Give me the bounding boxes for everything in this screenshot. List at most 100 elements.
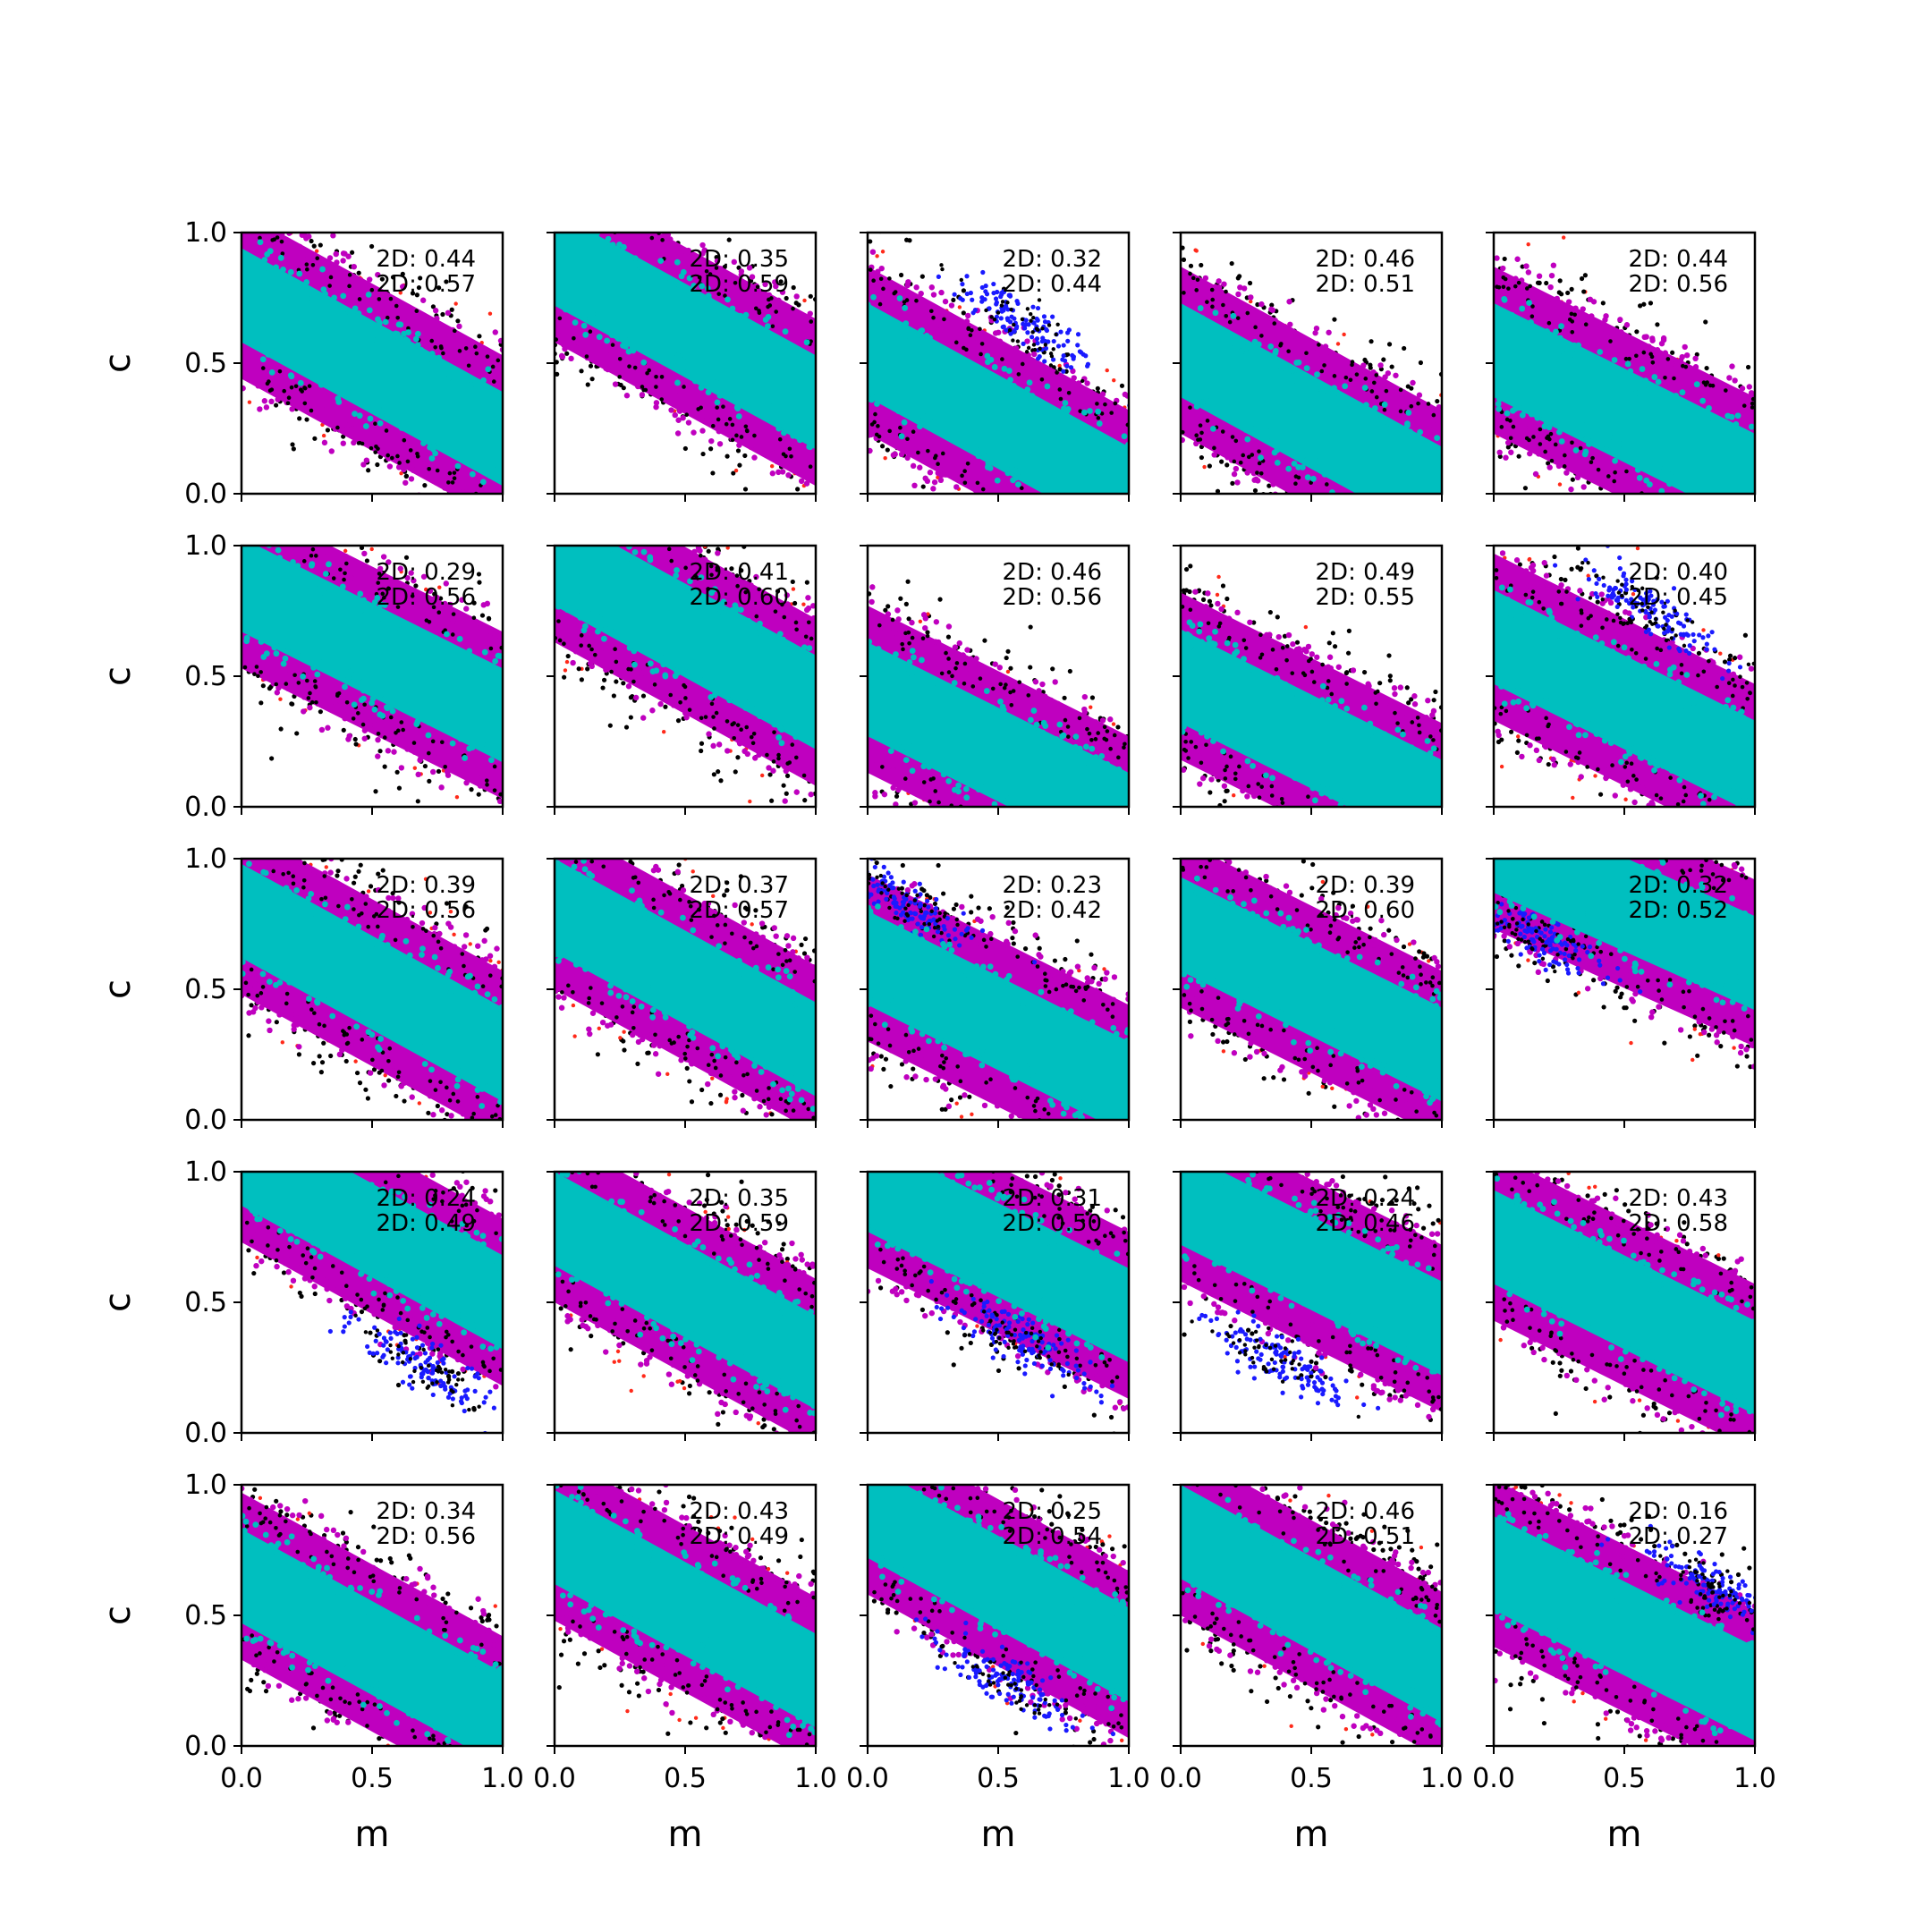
point-black <box>1294 474 1299 479</box>
point-black <box>1750 560 1754 564</box>
point-magenta <box>1649 338 1655 343</box>
point-cyan <box>360 679 367 685</box>
point-magenta <box>264 404 269 410</box>
point-black <box>1627 357 1631 361</box>
point-magenta <box>475 507 480 513</box>
point-cyan <box>429 455 436 462</box>
point-magenta <box>1235 292 1241 297</box>
point-cyan <box>716 303 722 309</box>
point-black <box>1245 311 1250 316</box>
point-black <box>472 615 477 620</box>
point-black <box>1375 843 1379 848</box>
point-black <box>794 756 799 760</box>
point-magenta <box>1436 575 1441 580</box>
point-black <box>914 299 919 303</box>
point-black <box>311 547 316 552</box>
point-magenta <box>639 671 644 676</box>
point-cyan <box>769 418 775 424</box>
point-cyan <box>1632 390 1639 396</box>
point-black <box>419 504 423 508</box>
point-magenta <box>917 465 922 470</box>
point-black <box>319 537 324 541</box>
point-black <box>1414 850 1419 854</box>
point-black <box>1399 388 1403 393</box>
point-black <box>297 416 301 420</box>
point-magenta <box>1333 535 1338 540</box>
point-cyan <box>564 211 571 217</box>
point-black <box>1199 263 1203 267</box>
point-magenta <box>319 551 325 556</box>
point-magenta <box>1433 579 1438 584</box>
point-magenta <box>743 732 749 737</box>
point-cyan <box>1585 437 1591 444</box>
point-magenta <box>741 749 747 754</box>
point-black <box>898 597 902 601</box>
point-cyan <box>663 275 669 282</box>
y-tick-label: 0.5 <box>184 661 227 692</box>
point-magenta <box>775 298 781 303</box>
point-black <box>1647 532 1651 537</box>
point-black <box>282 389 286 394</box>
point-cyan <box>298 380 304 386</box>
point-cyan <box>581 627 588 633</box>
point-cyan <box>1083 744 1089 750</box>
point-cyan <box>342 684 348 691</box>
point-black <box>904 602 909 606</box>
point-black <box>1253 488 1258 493</box>
point-cyan <box>1106 770 1113 776</box>
point-magenta <box>478 783 483 788</box>
point-magenta <box>334 259 339 265</box>
point-black <box>261 366 266 370</box>
point-black <box>962 682 967 686</box>
point-black <box>1044 343 1047 346</box>
point-black <box>1589 460 1594 464</box>
point-cyan <box>300 284 306 290</box>
point-black <box>667 547 672 552</box>
point-black <box>1742 547 1747 551</box>
point-cyan <box>1735 412 1741 419</box>
point-cyan <box>1097 436 1104 442</box>
point-magenta <box>649 708 655 713</box>
point-black <box>1041 828 1046 833</box>
point-black <box>302 559 307 564</box>
point-magenta <box>875 269 880 275</box>
point-magenta <box>266 501 271 506</box>
point-black <box>1672 495 1676 499</box>
point-black <box>406 460 411 464</box>
point-magenta <box>645 215 650 220</box>
point-black <box>1102 868 1106 872</box>
point-magenta <box>1309 513 1314 519</box>
point-red <box>491 553 495 556</box>
point-black <box>618 227 623 232</box>
point-magenta <box>603 498 608 504</box>
point-black <box>1750 405 1755 410</box>
point-magenta <box>1317 513 1322 518</box>
point-red <box>900 820 903 824</box>
point-cyan <box>1682 500 1688 506</box>
point-cyan <box>1295 464 1301 470</box>
point-black <box>998 818 1003 822</box>
point-cyan <box>1007 377 1013 383</box>
point-black <box>1103 402 1107 407</box>
point-magenta <box>487 629 493 634</box>
point-black <box>1121 897 1125 902</box>
point-magenta <box>454 758 460 764</box>
point-black <box>725 719 730 724</box>
point-black <box>1111 555 1115 559</box>
point-magenta <box>1601 326 1606 331</box>
point-black <box>1205 300 1209 304</box>
point-black <box>1428 877 1432 882</box>
point-magenta <box>1393 386 1398 392</box>
point-black <box>500 816 504 820</box>
point-cyan <box>993 382 999 388</box>
point-red <box>572 496 576 499</box>
point-magenta <box>996 510 1001 515</box>
y-axis-label: c <box>97 353 139 373</box>
point-black <box>765 753 769 758</box>
point-black <box>1255 470 1259 475</box>
point-magenta <box>496 507 502 513</box>
point-cyan <box>1413 535 1419 541</box>
point-black <box>1111 539 1115 544</box>
point-blue <box>1075 343 1080 347</box>
point-cyan <box>340 292 346 299</box>
